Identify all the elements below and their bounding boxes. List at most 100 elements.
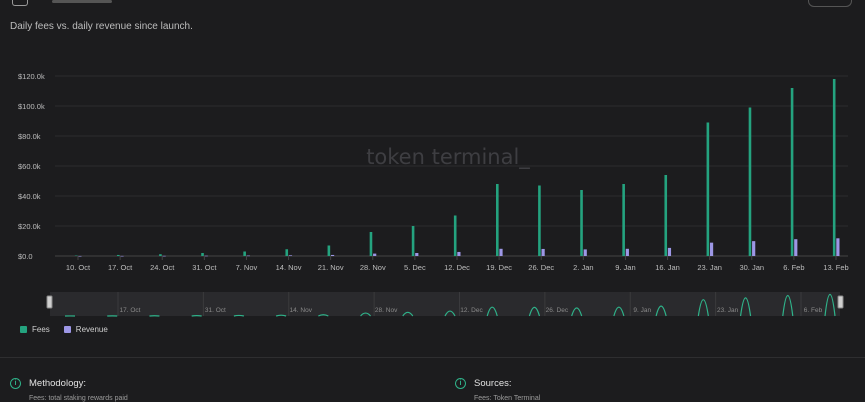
revenue-bar[interactable] [541,248,545,256]
x-tick-label: 10. Oct [66,263,91,272]
navigator-label: 9. Jan [633,307,651,314]
sources-section: i Sources: Fees: Token Terminal [455,378,540,402]
revenue-bar[interactable] [204,255,208,257]
fees-bar[interactable] [622,184,625,256]
navigator-left-handle[interactable] [46,295,53,309]
revenue-bar[interactable] [246,255,250,257]
x-tick-label: 14. Nov [276,263,302,272]
revenue-bar[interactable] [373,253,377,256]
x-tick-label: 24. Oct [150,263,175,272]
fees-bar[interactable] [327,245,331,257]
bars [74,79,840,257]
fees-bar[interactable] [496,184,499,256]
fees-bar[interactable] [832,79,836,256]
revenue-bar[interactable] [330,254,335,256]
range-navigator[interactable]: 17. Oct 31. Oct 14. Nov 28. Nov 12. Dec 26. D… [46,292,844,317]
navigator-track [50,292,840,316]
navigator-label: 6. Feb [804,307,823,314]
protocol-logo-icon [12,0,28,6]
revenue-bar[interactable] [457,251,461,256]
navigator-label: 26. Dec [546,307,569,314]
fees-bar[interactable] [243,251,246,257]
fees-bar[interactable] [285,249,289,256]
navigator-series-spike [613,306,625,317]
revenue-bar[interactable] [752,241,756,256]
revenue-bar[interactable] [288,255,293,256]
x-tick-label: 13. Feb [823,263,848,272]
revenue-swatch [63,326,71,333]
revenue-bar[interactable] [415,253,419,256]
navigator-label: 17. Oct [120,307,141,314]
info-icon: i [455,378,466,389]
fees-bar[interactable] [159,254,162,256]
fees-bar[interactable] [411,226,415,256]
navigator-series-spike [233,314,245,317]
x-tick-label: 6. Feb [783,263,804,272]
x-tick-label: 9. Jan [615,263,635,272]
y-tick-label: $40.0k [18,192,41,201]
options-button[interactable] [808,0,852,7]
navigator-series-spike [571,307,583,317]
fees-bar[interactable] [790,88,794,256]
y-tick-label: $20.0k [18,222,41,231]
revenue-bar[interactable] [120,255,124,257]
legend-item-revenue[interactable]: Revenue [63,325,108,334]
grid-lines [55,75,848,257]
x-tick-label: 21. Nov [318,263,344,272]
fees-bar[interactable] [706,122,710,257]
fees-bar[interactable] [201,253,204,256]
revenue-bar[interactable] [667,247,672,256]
revenue-bar[interactable] [499,248,503,256]
navigator-series-spike [655,305,667,317]
navigator-series-spike [528,306,541,317]
revenue-bar[interactable] [78,255,82,257]
revenue-bar[interactable] [583,249,587,256]
revenue-bar[interactable] [709,242,714,256]
x-tick-label: 12. Dec [444,263,470,272]
navigator-series-spike [824,293,836,317]
x-tick-label: 26. Dec [528,263,554,272]
info-icon: i [10,378,21,389]
x-tick-label: 28. Nov [360,263,386,272]
legend: Fees Revenue [20,325,108,334]
revenue-bar[interactable] [836,238,840,256]
navigator-series-spike [444,310,456,317]
navigator-series-spike [360,312,372,317]
fees-bar[interactable] [369,232,373,256]
x-tick-label: 17. Oct [108,263,133,272]
x-tick-label: 30. Jan [739,263,764,272]
y-tick-label: $120.0k [18,72,45,81]
legend-fees-label: Fees [32,325,50,334]
revenue-bar[interactable] [162,255,166,257]
x-axis-labels: 10. Oct 17. Oct 24. Oct 31. Oct 7. Nov 14. No… [66,256,849,272]
methodology-text: Fees: total staking rewards paid [29,395,128,402]
methodology-title: Methodology: [29,378,87,389]
navigator-series-spike [697,299,709,317]
fees-bar[interactable] [580,190,583,256]
legend-item-fees[interactable]: Fees [20,325,50,334]
navigator-label: 28. Nov [375,307,398,314]
fees-bar[interactable] [748,107,752,257]
x-tick-label: 31. Oct [192,263,217,272]
top-bar [0,0,865,8]
watermark: token terminal_ [366,145,530,170]
revenue-bar[interactable] [794,239,798,256]
navigator-label: 23. Jan [717,307,739,314]
navigator-series-spike [739,297,752,317]
navigator-right-handle[interactable] [837,295,844,309]
fees-swatch [20,326,27,333]
x-tick-label: 7. Nov [236,263,258,272]
y-tick-label: $100.0k [18,102,45,111]
fees-bar[interactable] [117,254,120,256]
revenue-bar[interactable] [625,248,629,256]
fees-bar[interactable] [453,215,457,257]
legend-revenue-label: Revenue [75,325,108,334]
fees-bar[interactable] [538,185,541,257]
y-tick-label: $60.0k [18,162,41,171]
fees-bar[interactable] [664,175,668,256]
protocol-title [52,0,112,3]
x-tick-label: 5. Dec [404,263,426,272]
sources-title: Sources: [474,378,512,389]
navigator-series-spike [402,311,414,317]
navigator-series-spike [782,294,794,317]
